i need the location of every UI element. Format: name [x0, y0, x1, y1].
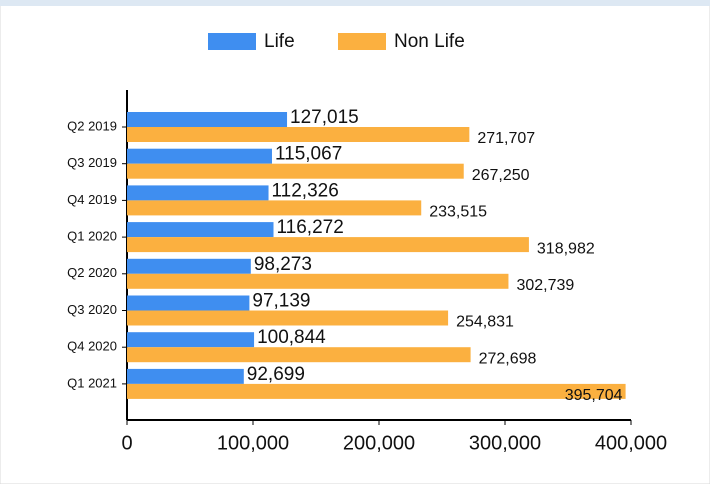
y-tick-label: Q2 2019 [67, 118, 117, 133]
value-label: 233,515 [429, 204, 487, 221]
bar [127, 368, 244, 384]
y-tick-label: Q4 2020 [67, 339, 117, 354]
bar [127, 163, 464, 179]
value-label: 98,273 [254, 254, 312, 275]
bar [127, 112, 288, 127]
legend-label: Non Life [394, 31, 465, 52]
value-label: 271,707 [477, 130, 535, 147]
y-tick-label: Q3 2020 [67, 302, 117, 317]
value-label: 115,067 [275, 144, 342, 165]
y-tick-label: Q4 2019 [67, 192, 117, 207]
value-label: 395,704 [565, 387, 623, 404]
y-tick-label: Q2 2020 [67, 265, 117, 280]
value-label: 97,139 [252, 291, 310, 312]
bar [127, 273, 509, 289]
legend-swatch [338, 33, 386, 50]
bar [127, 148, 272, 164]
value-label: 92,699 [247, 364, 305, 385]
bar [127, 258, 251, 274]
x-tick-label: 100,000 [217, 432, 289, 454]
bar [127, 347, 471, 363]
x-tick-label: 0 [121, 432, 132, 454]
x-tick-label: 200,000 [343, 432, 415, 454]
value-label: 302,739 [516, 277, 574, 294]
legend-swatch [208, 33, 256, 50]
value-label: 318,982 [537, 240, 595, 257]
bar [127, 185, 269, 201]
value-label: 127,015 [290, 107, 359, 128]
bar [127, 222, 274, 238]
bar [127, 237, 529, 253]
x-tick-label: 300,000 [469, 432, 541, 454]
legend-label: Life [264, 31, 295, 52]
value-label: 272,698 [479, 350, 537, 367]
value-label: 112,326 [272, 180, 339, 201]
y-tick-label: Q1 2020 [67, 229, 117, 244]
bar [127, 200, 422, 216]
bar [127, 383, 626, 399]
bar [127, 310, 449, 326]
y-tick-label: Q3 2019 [67, 155, 117, 170]
top-strip [0, 0, 710, 6]
bar [127, 295, 250, 311]
value-label: 254,831 [456, 314, 514, 331]
bar [127, 332, 255, 348]
value-label: 116,272 [277, 217, 344, 238]
value-label: 100,844 [257, 327, 326, 348]
value-label: 267,250 [472, 167, 530, 184]
x-tick-label: 400,000 [595, 432, 667, 454]
y-tick-label: Q1 2021 [67, 375, 117, 390]
bar [127, 127, 470, 142]
